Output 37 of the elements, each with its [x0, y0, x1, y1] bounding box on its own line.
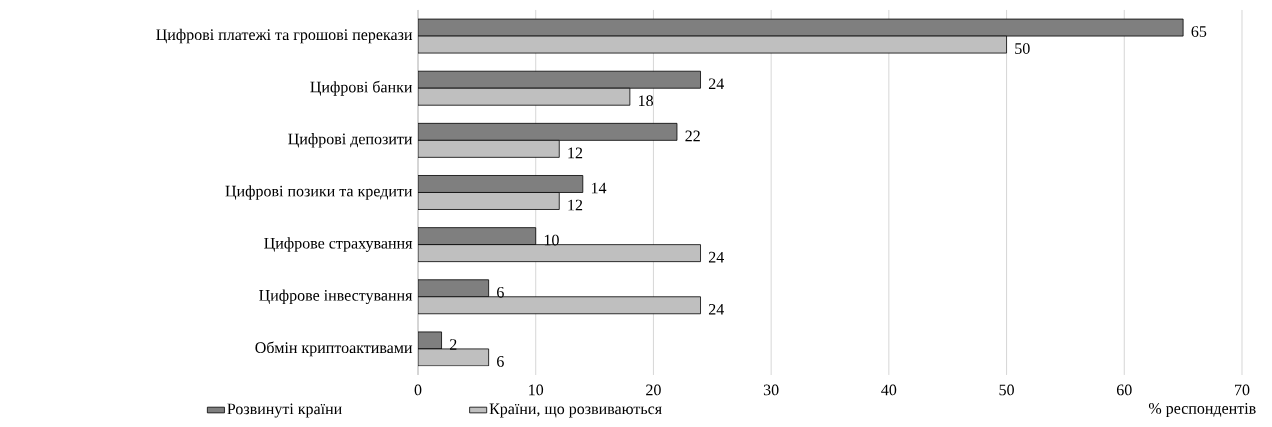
data-label: 24	[708, 78, 724, 89]
data-label: 18	[639, 95, 654, 107]
data-label: 50	[1015, 43, 1030, 54]
data-label: 12	[568, 199, 583, 211]
bar	[418, 192, 560, 210]
x-tick-label: 60	[1116, 384, 1132, 396]
x-tick-label: 50	[999, 384, 1014, 396]
x-tick-label: 70	[1235, 384, 1250, 396]
y-tick-label: Цифрові депозити	[288, 133, 413, 148]
y-tick-label: Цифрові платежі та грошові перекази	[156, 28, 413, 44]
y-tick-label: Цифрові банки	[310, 80, 413, 96]
bar	[418, 296, 701, 315]
data-label: 12	[568, 147, 583, 159]
data-label: 14	[591, 182, 607, 194]
legend-label: Країни, що розвиваються	[489, 403, 662, 418]
data-label: 2	[449, 339, 457, 350]
data-label: 65	[1191, 26, 1207, 37]
x-tick-label: 10	[529, 384, 544, 396]
y-tick-label: Цифрове страхування	[264, 237, 413, 252]
y-tick-label: Цифрові позики та кредити	[225, 185, 413, 200]
data-label: 6	[497, 286, 504, 298]
data-label: 24	[708, 251, 724, 263]
bar	[418, 244, 701, 263]
data-label: 10	[544, 234, 559, 246]
x-axis-title: % респондентів	[1148, 403, 1256, 418]
data-label: 22	[685, 130, 700, 142]
y-tick-label: Цифрове інвестування	[259, 289, 413, 305]
bar	[418, 87, 631, 106]
data-label: 6	[497, 356, 504, 367]
data-label: 24	[708, 303, 724, 315]
x-tick-label: 30	[763, 384, 779, 396]
bar	[418, 139, 560, 158]
y-tick-label: Обмін криптоактивами	[255, 341, 413, 357]
x-tick-label: 20	[646, 384, 661, 396]
legend-label: Розвинуті країни	[227, 403, 342, 418]
x-tick-label: 0	[414, 384, 422, 396]
x-tick-label: 40	[881, 384, 897, 396]
